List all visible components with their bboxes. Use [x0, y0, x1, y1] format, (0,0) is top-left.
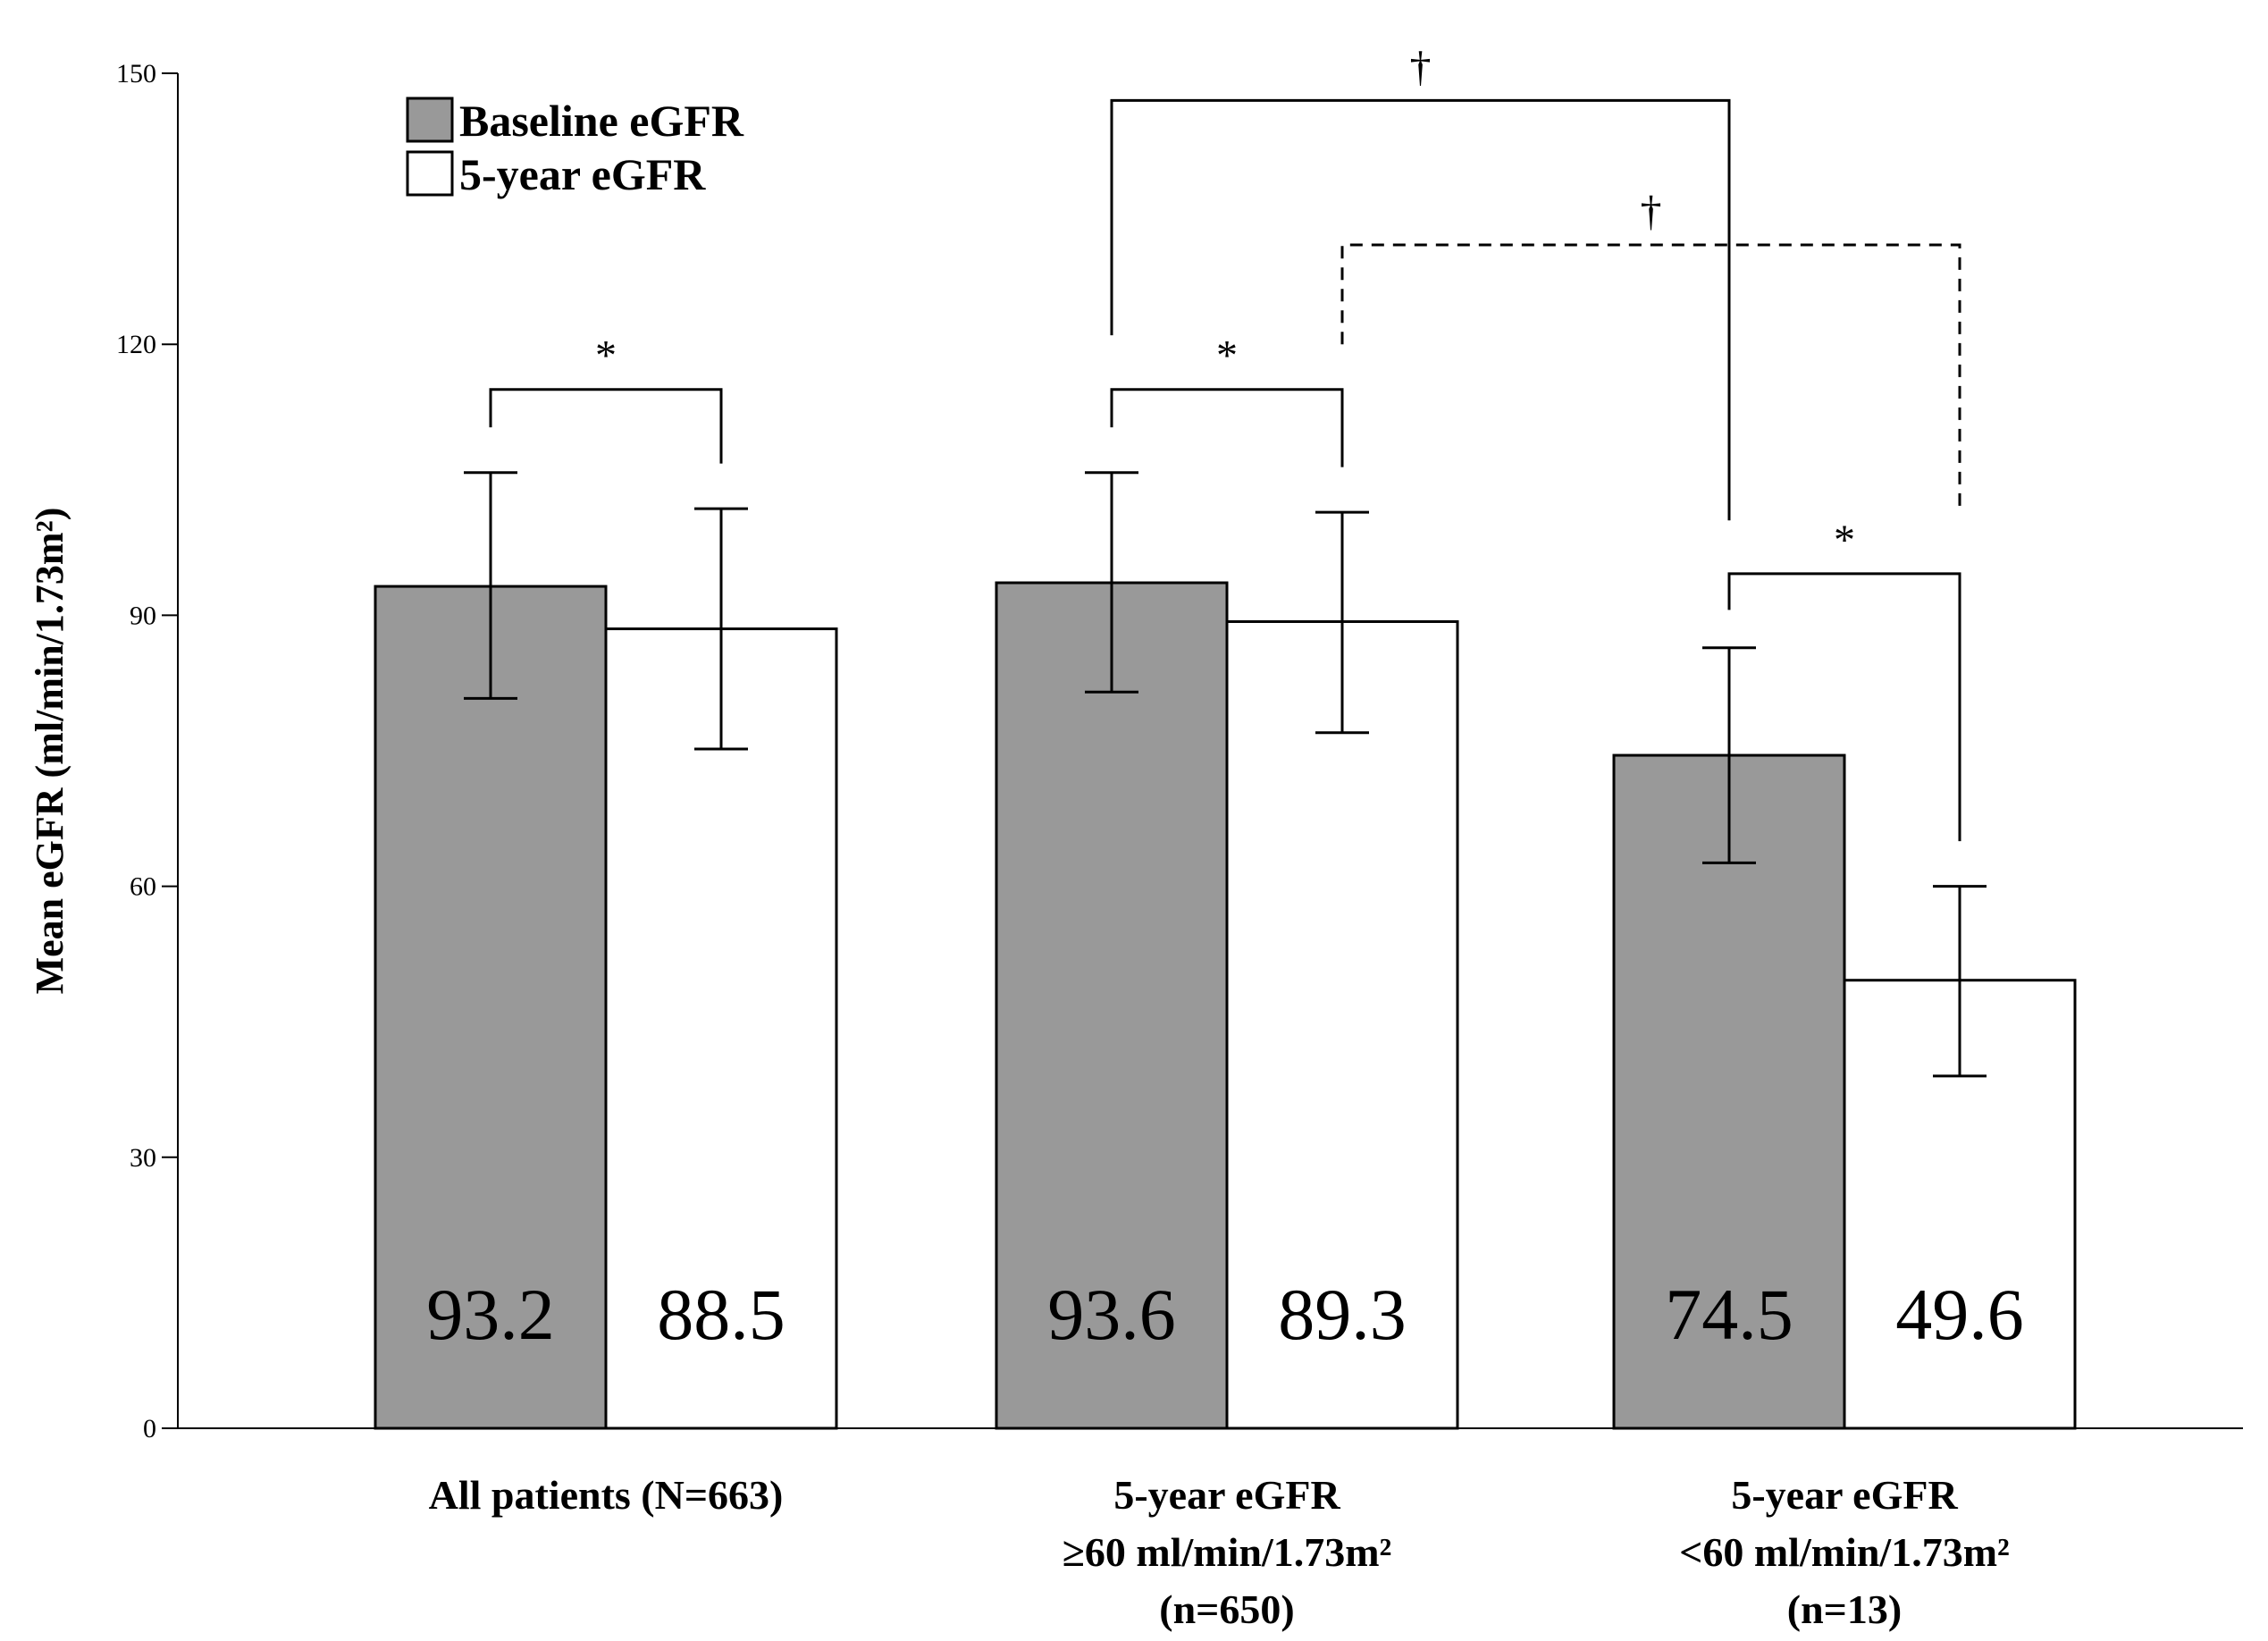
bar-lt60-baseline: [1612, 753, 1846, 1430]
sig-baseline-ge60-vs-lt60-mark: †: [1410, 43, 1432, 90]
category-label-lt60-line-1: 5-year eGFR: [1731, 1472, 1958, 1518]
category-label-lt60-line-3: (n=13): [1787, 1586, 1902, 1632]
sig-lt60-baseline-vs-5year: [1727, 572, 1961, 842]
sig-ge60-baseline-vs-5year-mark: *: [1216, 332, 1238, 380]
category-label-lt60-line-2: <60 ml/min/1.73m²: [1679, 1529, 2010, 1575]
category-labels: All patients (N=663) 5-year eGFR ≥60 ml/mi…: [429, 1472, 2010, 1632]
category-label-all: All patients (N=663): [429, 1472, 784, 1518]
data-label-all-5year: 88.5: [657, 1274, 785, 1355]
data-label-lt60-5year: 49.6: [1895, 1274, 2024, 1355]
legend: Baseline eGFR 5-year eGFR: [406, 96, 744, 199]
y-ticks: 0 30 60 90 120 150: [116, 59, 178, 1443]
sig-lt60-baseline-vs-5year-mark: *: [1834, 517, 1855, 564]
significance-brackets: * * * † †: [489, 43, 1961, 842]
category-label-all-line-1: All patients (N=663): [429, 1472, 784, 1518]
bars: [374, 581, 2077, 1430]
category-label-lt60: 5-year eGFR <60 ml/min/1.73m² (n=13): [1679, 1472, 2010, 1632]
sig-all-baseline-vs-5year: [489, 388, 723, 464]
legend-label-5year: 5-year eGFR: [459, 149, 706, 199]
legend-swatch-5year: [406, 150, 454, 197]
y-tick-label-90: 90: [130, 601, 156, 630]
sig-ge60-baseline-vs-5year: [1110, 388, 1344, 467]
bar-all-baseline: [374, 585, 608, 1430]
data-labels: 93.2 93.6 74.5 88.5 89.3 49.6: [426, 1274, 2024, 1355]
data-label-all-baseline: 93.2: [426, 1274, 555, 1355]
legend-label-baseline: Baseline eGFR: [459, 96, 744, 146]
sig-5year-ge60-vs-lt60: [1340, 243, 1961, 508]
bar-ge60-baseline: [995, 581, 1229, 1430]
data-label-ge60-baseline: 93.6: [1047, 1274, 1176, 1355]
sig-baseline-ge60-vs-lt60: [1110, 98, 1731, 521]
sig-5year-ge60-vs-lt60-mark: †: [1641, 188, 1662, 235]
bar-all-5year: [604, 627, 838, 1430]
y-tick-label-150: 150: [116, 59, 156, 88]
bar-ge60-5year: [1225, 619, 1459, 1430]
category-label-ge60-line-2: ≥60 ml/min/1.73m²: [1063, 1529, 1392, 1575]
legend-swatch-baseline: [406, 97, 454, 143]
data-label-lt60-baseline: 74.5: [1665, 1274, 1793, 1355]
data-label-ge60-5year: 89.3: [1278, 1274, 1407, 1355]
sig-all-baseline-vs-5year-mark: *: [595, 332, 617, 380]
category-label-ge60-line-1: 5-year eGFR: [1113, 1472, 1340, 1518]
y-axis-title: Mean eGFR (ml/min/1.73m²): [28, 508, 71, 995]
category-label-ge60-line-3: (n=650): [1159, 1586, 1294, 1632]
error-bars: [464, 471, 1987, 1078]
category-label-ge60: 5-year eGFR ≥60 ml/min/1.73m² (n=650): [1063, 1472, 1392, 1632]
y-tick-label-0: 0: [143, 1414, 156, 1443]
y-tick-label-120: 120: [116, 330, 156, 359]
y-tick-label-30: 30: [130, 1143, 156, 1173]
y-tick-label-60: 60: [130, 872, 156, 902]
